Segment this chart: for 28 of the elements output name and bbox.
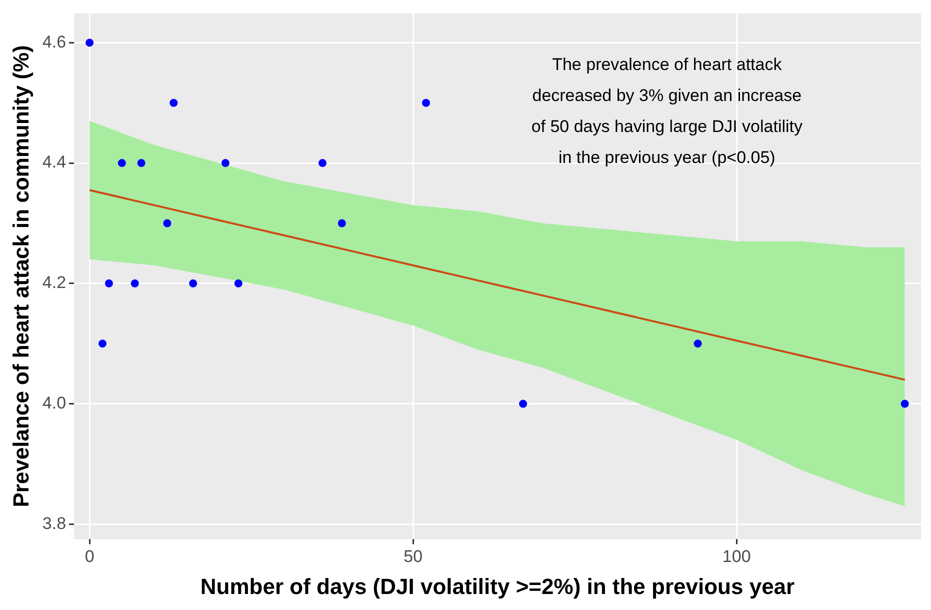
point: [137, 159, 146, 168]
y-axis-title: Prevelance of heart attack in community (%): [8, 45, 34, 508]
point: [189, 279, 198, 288]
point: [130, 279, 139, 288]
point: [519, 400, 528, 408]
point: [104, 279, 113, 288]
y-tick-label: 3.8: [42, 514, 66, 533]
annotation: The prevalence of heart attack decreased by 3% given an increase of 50 days having large DJI volatility in the previous year (p<0.05): [531, 54, 804, 167]
x-tick-label: 50: [404, 547, 423, 566]
point: [318, 159, 326, 168]
point: [221, 159, 230, 168]
point: [118, 159, 126, 168]
x-axis-title: Number of days (DJI volatility >=2%) in the previous year: [200, 574, 796, 599]
point: [170, 98, 178, 107]
point: [234, 279, 242, 288]
point: [98, 340, 106, 348]
point: [86, 38, 94, 47]
point: [422, 98, 430, 107]
x-tick-label: 100: [722, 547, 751, 566]
point: [900, 400, 909, 408]
y-tick-label: 4.6: [42, 32, 66, 52]
y-tick-label: 4.2: [42, 273, 66, 292]
y-tick-label: 4.4: [42, 152, 66, 172]
y-tick-label: 4.0: [42, 393, 66, 412]
point: [694, 340, 702, 348]
point: [163, 219, 172, 228]
x-tick-label: 0: [84, 547, 94, 566]
point: [338, 219, 346, 228]
